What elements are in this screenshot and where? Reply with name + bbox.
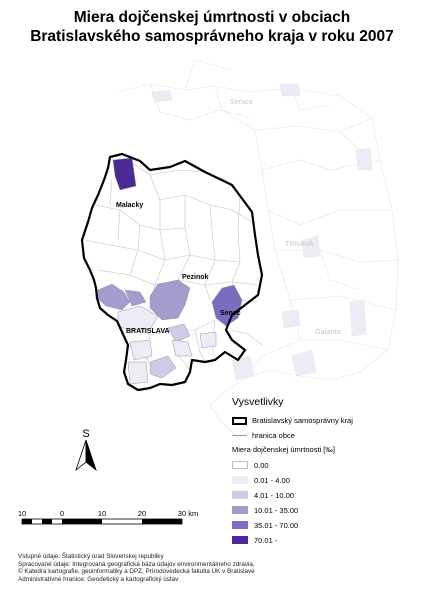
region-border: [80, 152, 264, 392]
north-arrow-left-icon: [75, 439, 87, 472]
credit-line: Spracované údaje: Integrovaná geografick…: [18, 560, 255, 568]
legend-class: 0.01 - 4.00: [232, 475, 417, 485]
municipality-line-swatch: [232, 435, 247, 436]
scale-tick-3: 10: [98, 509, 106, 518]
legend-heading: Vysvetlivky: [232, 396, 284, 408]
class-swatch: [232, 476, 248, 484]
neighbor-label-galanta: Galanta: [315, 329, 341, 336]
legend-classes-title: Miera dojčenskej úmrtnosti [‰]: [232, 445, 335, 454]
scale-tick-4: 20: [138, 509, 146, 518]
town-label-bratislava: BRATISLAVA: [126, 328, 170, 335]
scale-tick-1: 10: [18, 509, 26, 518]
municipality-fills: [96, 157, 243, 385]
legend-row-border: Bratislavský samosprávny kraj: [232, 415, 417, 426]
legend-class: 4.01 - 10.00: [232, 490, 417, 500]
scale-tick-2: 0: [60, 509, 64, 518]
legend-class: 35.01 - 70.00: [232, 520, 417, 530]
legend-border-label: Bratislavský samosprávny kraj: [252, 416, 353, 425]
class-label: 0.01 - 4.00: [254, 475, 290, 485]
neighbor-label-trnava: TRNAVA: [285, 241, 314, 248]
legend: Vysvetlivky Bratislavský samosprávny kra…: [232, 396, 417, 550]
scale-bar: 10 0 10 20 30 km: [18, 509, 198, 525]
class-swatch: [232, 521, 248, 529]
scale-tick-5: 30 km: [178, 509, 198, 518]
class-label: 0.00: [254, 460, 269, 470]
class-label: 70.01 -: [254, 535, 278, 545]
credit-line: © Katedra kartografie, geoinformatiky a …: [18, 568, 255, 576]
map-title: Miera dojčenskej úmrtnosti v obciach Bra…: [0, 8, 424, 46]
class-label: 4.01 - 10.00: [254, 490, 295, 500]
credit-line: Vstupné údaje: Štatistický úrad Slovensk…: [18, 553, 164, 560]
town-label-malacky: Malacky: [116, 202, 143, 209]
north-arrow-label: S: [82, 428, 89, 440]
town-label-pezinok: Pezinok: [182, 274, 209, 281]
source-credits: Vstupné údaje: Štatistický úrad Slovensk…: [18, 553, 255, 584]
class-label: 35.01 - 70.00: [254, 520, 299, 530]
north-arrow: S: [75, 428, 97, 472]
town-label-senec: Senec: [220, 310, 241, 317]
title-line-1: Miera dojčenskej úmrtnosti v obciach: [73, 9, 351, 26]
region-border-swatch: [232, 416, 247, 425]
legend-row-boundary: hranica obce: [232, 430, 417, 441]
class-swatch: [232, 461, 248, 469]
legend-classes: 0.00 0.01 - 4.00 4.01 - 10.00 10.01 - 35…: [232, 460, 417, 545]
legend-class: 0.00: [232, 460, 417, 470]
legend-boundary-label: hranica obce: [252, 431, 295, 440]
legend-class: 70.01 -: [232, 535, 417, 545]
class-swatch: [232, 491, 248, 499]
neighbor-shaded: [151, 83, 373, 381]
legend-class: 10.01 - 35.00: [232, 505, 417, 515]
class-swatch: [232, 536, 248, 544]
class-swatch: [232, 506, 248, 514]
neighbor-label-senica: Senica: [230, 99, 253, 106]
credit-line: Administratívne hranice: Geodetický a ka…: [18, 576, 179, 584]
north-arrow-right-icon: [85, 439, 97, 472]
title-line-2: Bratislavského samosprávneho kraja v rok…: [30, 28, 394, 45]
class-label: 10.01 - 35.00: [254, 505, 299, 515]
map-labels: Malacky Pezinok Senec BRATISLAVA Senica …: [116, 99, 341, 336]
